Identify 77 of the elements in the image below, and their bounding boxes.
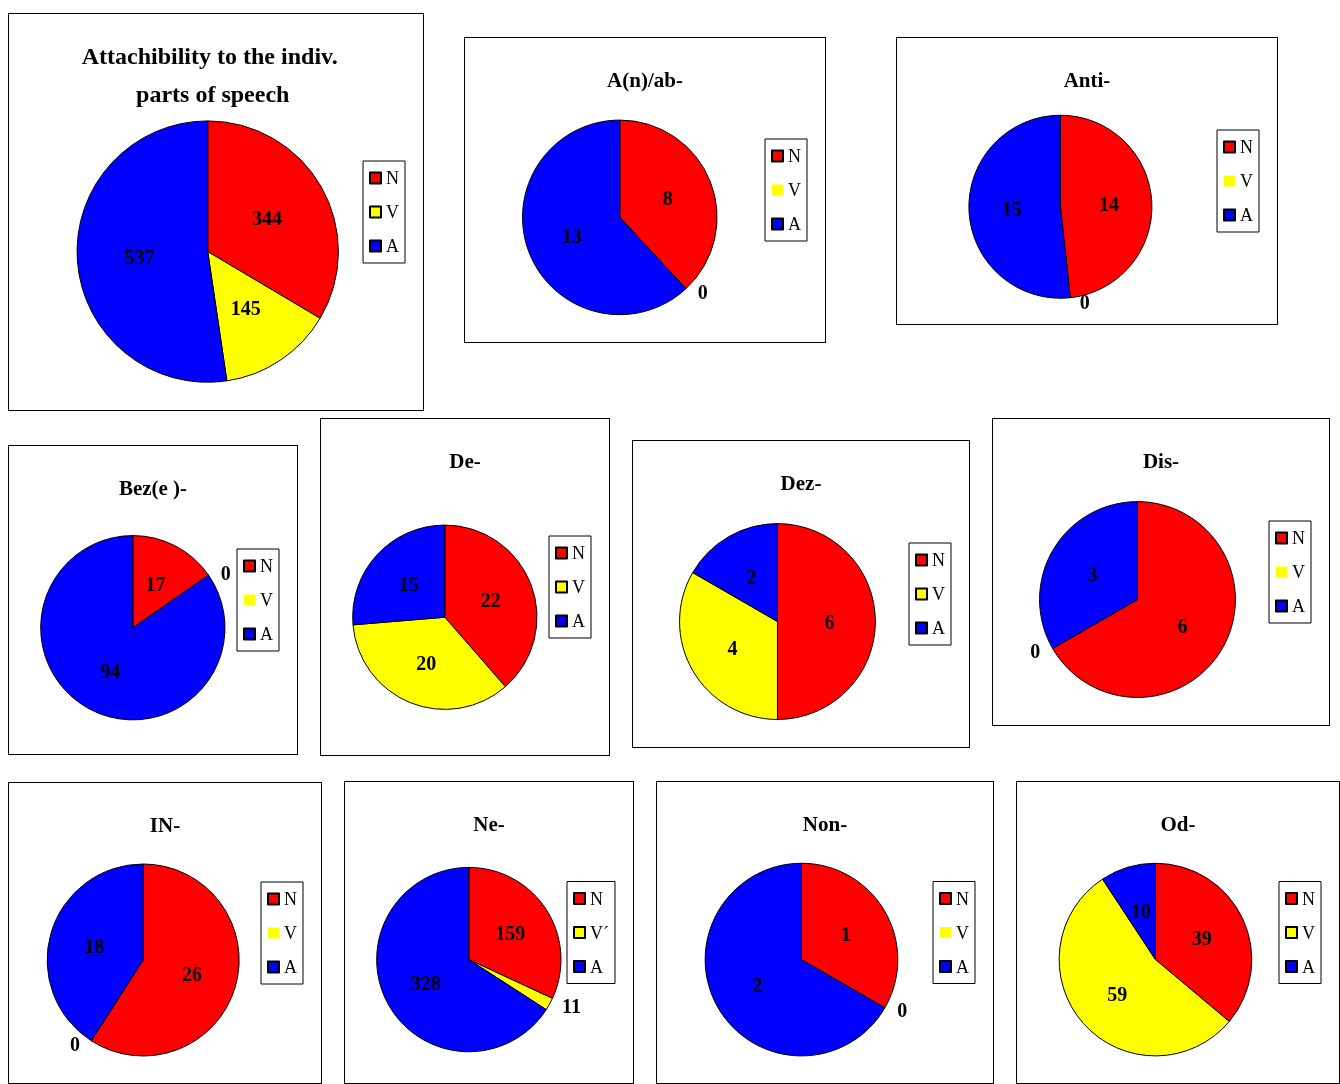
legend-label: V: [956, 922, 969, 943]
legend-label: A: [956, 956, 969, 977]
text: 0: [1030, 639, 1041, 662]
legend-label: N: [386, 168, 399, 188]
chart-title: Dis-: [1142, 449, 1180, 473]
legend-label: A: [932, 618, 945, 638]
chart-title: IN-: [149, 813, 181, 837]
legend-label: V: [1292, 562, 1305, 582]
legend-label: A: [386, 236, 399, 256]
data-label: 94: [100, 660, 121, 683]
legend-label: A: [590, 956, 604, 977]
data-label: 2: [746, 565, 757, 588]
legend-label: V: [284, 923, 297, 943]
legend-label: V: [1240, 171, 1253, 191]
chart-title: A(n)/ab-: [607, 68, 683, 92]
data-label: 26: [182, 963, 203, 986]
legend-label: A: [1302, 956, 1315, 977]
legend-label: N: [590, 888, 604, 909]
legend-label: V: [572, 577, 585, 597]
data-label: 2: [752, 974, 763, 997]
text: 0: [697, 280, 708, 303]
data-label: 159: [495, 922, 526, 945]
data-label: 22: [480, 589, 501, 612]
chart-title: Ne-: [473, 812, 505, 836]
chart-title: Dez-: [780, 471, 822, 495]
data-label: 3: [1087, 562, 1098, 585]
chart-title: De-: [449, 449, 481, 473]
legend-label: N: [788, 146, 801, 166]
legend-label: V: [932, 584, 945, 604]
data-label: 8: [662, 187, 673, 210]
legend-label: V´: [590, 922, 610, 943]
data-label: 20: [416, 651, 437, 674]
legend-label: V: [1302, 922, 1315, 943]
legend-label: N: [1240, 137, 1253, 157]
data-label: 537: [124, 245, 155, 268]
chart-title: Od-: [1160, 812, 1196, 836]
data-label: 4: [727, 636, 738, 659]
chart-title: Attachibility to the indiv. parts of speech: [81, 43, 344, 107]
text: 0: [897, 998, 908, 1021]
legend-label: V: [260, 590, 273, 610]
legend-label: A: [284, 957, 297, 977]
legend-label: N: [1292, 528, 1305, 548]
text: 0: [70, 1033, 81, 1056]
data-label: 328: [410, 972, 441, 995]
legend-label: A: [572, 611, 585, 631]
chart-title: Bez(e )-: [118, 476, 188, 500]
legend-label: A: [1292, 596, 1305, 616]
data-label: 10: [1130, 899, 1151, 922]
legend-label: A: [788, 214, 801, 234]
legend-label: V: [788, 180, 801, 200]
data-label: 1: [840, 923, 851, 946]
data-label: 17: [145, 573, 166, 596]
legend-label: N: [284, 889, 297, 909]
legend-label: A: [260, 624, 273, 644]
data-label: 13: [561, 225, 582, 248]
data-label: 145: [230, 297, 261, 320]
data-label: 59: [1107, 982, 1128, 1005]
legend-label: N: [1302, 888, 1315, 909]
data-label: 15: [398, 573, 419, 595]
legend-label: V: [386, 202, 399, 222]
text: 0: [1079, 290, 1090, 313]
data-label: 39: [1191, 926, 1212, 949]
data-label: 18: [84, 934, 105, 957]
chart-title: Non-: [802, 812, 848, 836]
data-label: 11: [562, 995, 581, 1018]
legend-label: N: [260, 556, 273, 576]
data-label: 15: [1001, 198, 1022, 221]
chart-title: Anti-: [1063, 68, 1111, 92]
data-label: 6: [824, 610, 835, 633]
legend-label: A: [1240, 205, 1253, 225]
legend-label: N: [932, 550, 945, 570]
legend-label: N: [956, 888, 969, 909]
text: 0: [220, 561, 231, 584]
data-label: 6: [1177, 614, 1188, 637]
data-label: 344: [252, 206, 283, 229]
legend-label: N: [572, 543, 585, 563]
data-label: 14: [1099, 193, 1120, 216]
